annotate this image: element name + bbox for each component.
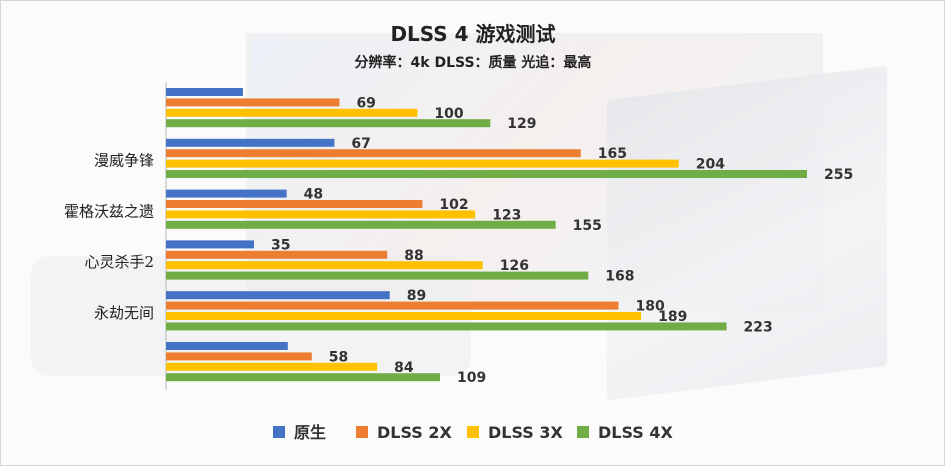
data-label: 165 — [598, 146, 627, 162]
data-label: 155 — [573, 218, 602, 234]
category-label: 永劫无间 — [94, 304, 154, 322]
legend-label: DLSS 3X — [488, 423, 564, 442]
bar-dlss-3x — [166, 312, 642, 320]
data-labels: 69 100 129 67 165 204 255 48 102 123 155 35 88 126 168… — [271, 95, 853, 386]
data-label: 88 — [404, 248, 423, 264]
data-label: 180 — [635, 299, 664, 315]
bar-dlss-2x — [166, 149, 581, 158]
bar-dlss-4x — [166, 322, 727, 331]
bar-native — [166, 138, 335, 147]
legend: 原生 DLSS 2X DLSS 3X DLSS 4X — [273, 423, 674, 442]
data-label: 109 — [457, 370, 486, 386]
data-label: 123 — [492, 207, 521, 223]
data-label: 89 — [407, 288, 426, 304]
chart-subtitle: 分辨率：4k DLSS：质量 光追：最高 — [355, 54, 592, 71]
category-label: 心灵杀手2 — [84, 253, 154, 271]
legend-label: 原生 — [294, 423, 326, 442]
bar-dlss-3x — [166, 362, 378, 371]
bar-dlss-3x — [166, 261, 483, 270]
bar-marks — [166, 88, 807, 382]
bar-dlss-2x — [166, 200, 423, 208]
data-label: 69 — [356, 95, 375, 111]
legend-swatch — [356, 426, 368, 438]
bar-dlss-3x — [166, 159, 679, 168]
chart-title: DLSS 4 游戏测试 — [390, 22, 555, 46]
legend-label: DLSS 2X — [377, 423, 453, 442]
data-label: 168 — [605, 269, 634, 285]
bar-dlss-2x — [166, 301, 619, 310]
bar-native — [166, 291, 390, 300]
data-label: 102 — [439, 197, 468, 213]
data-label: 255 — [824, 167, 853, 183]
bar-dlss-2x — [166, 250, 388, 259]
data-label: 189 — [658, 309, 687, 325]
bar-dlss-2x — [166, 352, 312, 361]
data-label: 126 — [500, 258, 529, 274]
bar-dlss-4x — [166, 119, 491, 128]
data-label: 100 — [434, 106, 463, 122]
bar-dlss-4x — [166, 220, 556, 229]
bar-native — [166, 342, 288, 350]
data-label: 58 — [329, 349, 348, 365]
bar-dlss-2x — [166, 98, 340, 107]
data-label: 67 — [351, 136, 370, 152]
data-label: 129 — [507, 116, 536, 132]
legend-swatch — [273, 426, 285, 438]
bar-dlss-4x — [166, 170, 807, 178]
data-label: 84 — [394, 360, 414, 376]
category-label: 霍格沃兹之遗 — [64, 202, 154, 220]
data-label: 204 — [696, 157, 725, 173]
legend-swatch — [577, 426, 589, 438]
bar-dlss-3x — [166, 210, 476, 219]
bar-dlss-4x — [166, 373, 440, 382]
bar-native — [166, 189, 287, 198]
bar-native — [166, 88, 243, 96]
bar-native — [166, 240, 254, 249]
bar-dlss-3x — [166, 108, 418, 117]
category-label: 漫威争锋 — [94, 152, 154, 170]
data-label: 223 — [744, 319, 773, 335]
legend-swatch — [467, 426, 479, 438]
legend-label: DLSS 4X — [598, 423, 674, 442]
data-label: 48 — [304, 187, 323, 203]
data-label: 35 — [271, 237, 290, 253]
bar-dlss-4x — [166, 271, 589, 280]
